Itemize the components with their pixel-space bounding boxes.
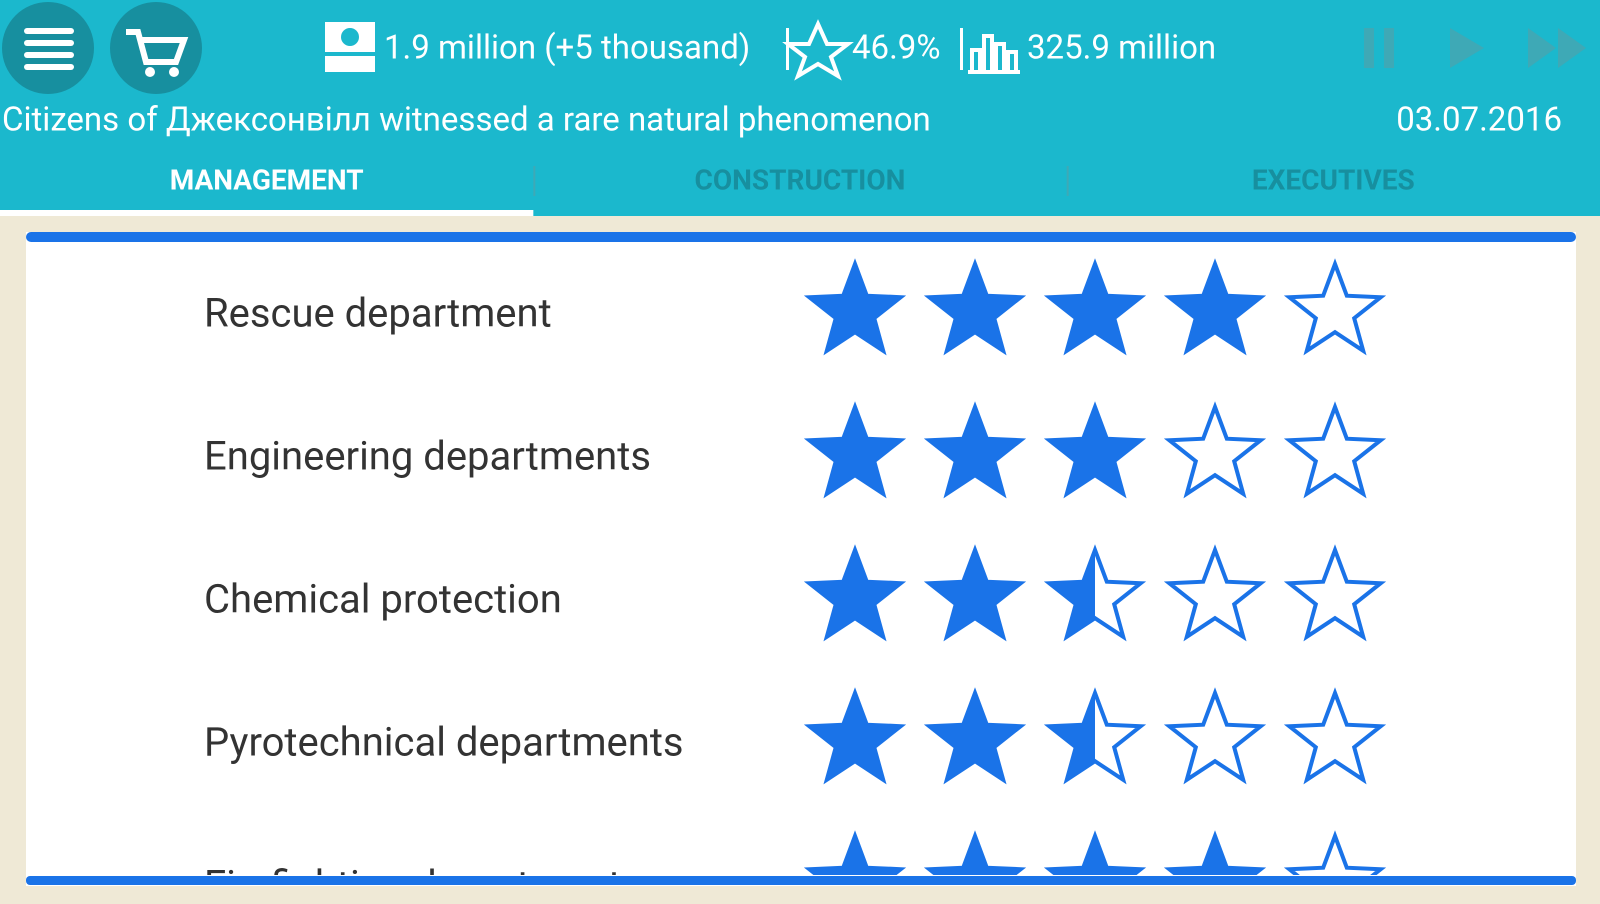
fast-forward-button[interactable] xyxy=(1528,28,1586,68)
play-button[interactable] xyxy=(1450,28,1484,68)
star-rating xyxy=(803,401,1387,499)
population: 325.9 million xyxy=(1027,29,1216,68)
pause-button[interactable] xyxy=(1364,28,1394,68)
star-fill xyxy=(809,693,901,780)
news-ticker: Citizens of Джексонвілл witnessed a rare… xyxy=(2,101,931,140)
star-fill xyxy=(1169,264,1261,351)
star-outline xyxy=(1283,687,1387,785)
star-fill xyxy=(929,693,1021,780)
star-fill xyxy=(1169,836,1261,875)
star-rating xyxy=(803,258,1387,356)
approval-icon xyxy=(782,19,854,81)
separator xyxy=(960,28,963,70)
separator xyxy=(786,28,789,70)
panel-bottom-border xyxy=(26,876,1576,885)
star-fill xyxy=(929,264,1021,351)
department-name: Rescue department xyxy=(204,290,552,337)
date: 03.07.2016 xyxy=(1396,101,1562,140)
approval: 46.9% xyxy=(852,29,941,68)
department-name: Firefighting departments xyxy=(204,862,642,900)
tab-indicator xyxy=(0,210,534,216)
star-fill xyxy=(1049,836,1141,875)
tab-label: CONSTRUCTION xyxy=(695,163,906,196)
star-outline xyxy=(1283,544,1387,642)
tab-label: EXECUTIVES xyxy=(1252,163,1415,196)
department-name: Pyrotechnical departments xyxy=(204,719,684,766)
department-name: Engineering departments xyxy=(204,433,651,480)
star-outline xyxy=(1283,401,1387,499)
star-fill xyxy=(809,407,901,494)
tab[interactable]: EXECUTIVES xyxy=(1066,163,1415,196)
star-fill xyxy=(809,264,901,351)
star-rating xyxy=(803,687,1387,785)
star-outline xyxy=(1163,687,1267,785)
star-fill xyxy=(809,836,901,875)
panel-top-border xyxy=(26,232,1576,242)
population-icon xyxy=(968,34,1020,74)
star-fill xyxy=(1049,264,1141,351)
money: 1.9 million (+5 thousand) xyxy=(384,29,750,68)
tab-divider xyxy=(1066,166,1069,196)
star-rating xyxy=(803,544,1387,642)
department-name: Chemical protection xyxy=(204,576,562,623)
star-outline xyxy=(1283,258,1387,356)
star-outline xyxy=(1043,830,1147,875)
star-outline xyxy=(1163,830,1267,875)
star-fill xyxy=(809,550,901,637)
star-fill xyxy=(1049,407,1141,494)
tab[interactable]: MANAGEMENT xyxy=(0,163,534,216)
menu-button[interactable] xyxy=(2,2,94,94)
tab[interactable]: CONSTRUCTION xyxy=(533,163,905,196)
tab-label: MANAGEMENT xyxy=(170,163,364,196)
star-outline xyxy=(1283,830,1387,875)
star-fill xyxy=(929,407,1021,494)
panel xyxy=(26,232,1576,886)
tab-divider xyxy=(533,166,536,196)
star-outline xyxy=(923,830,1027,875)
star-outline xyxy=(1163,544,1267,642)
money-icon xyxy=(325,22,375,72)
star-fill xyxy=(1049,693,1095,780)
star-fill xyxy=(929,836,1021,875)
star-rating xyxy=(803,830,1387,875)
star-fill xyxy=(1049,550,1095,637)
shop-button[interactable] xyxy=(110,2,202,94)
star-outline xyxy=(803,830,907,875)
star-fill xyxy=(929,550,1021,637)
star-outline xyxy=(1163,401,1267,499)
top-bar xyxy=(0,0,1600,216)
